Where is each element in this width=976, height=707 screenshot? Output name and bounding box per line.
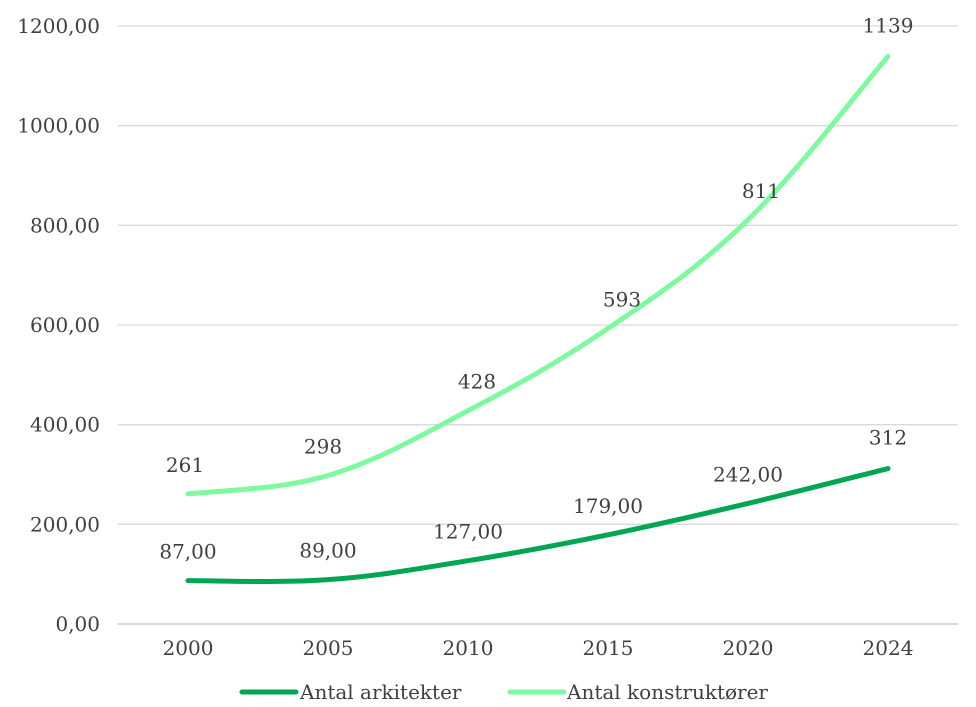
y-tick-label: 1000,00 xyxy=(17,114,100,138)
x-tick-label: 2010 xyxy=(443,636,494,660)
data-label: 312 xyxy=(869,426,907,450)
y-tick-label: 400,00 xyxy=(30,413,100,437)
data-label: 261 xyxy=(166,453,204,477)
x-tick-label: 2000 xyxy=(163,636,214,660)
y-axis-tick-labels: 0,00 200,00 400,00 600,00 800,00 1000,00 1200,… xyxy=(17,14,100,636)
data-label: 298 xyxy=(304,434,342,458)
y-tick-label: 1200,00 xyxy=(17,14,100,38)
data-label: 127,00 xyxy=(433,520,503,544)
x-tick-label: 2015 xyxy=(583,636,634,660)
series-lines xyxy=(185,53,891,584)
data-label: 242,00 xyxy=(713,462,783,486)
data-label: 428 xyxy=(458,370,496,394)
y-tick-label: 600,00 xyxy=(30,313,100,337)
x-tick-label: 2024 xyxy=(863,636,914,660)
data-label: 1139 xyxy=(863,13,914,37)
legend: Antal arkitekter Antal konstruktører xyxy=(239,680,768,704)
data-label: 593 xyxy=(603,287,641,311)
data-label: 811 xyxy=(742,179,780,203)
y-tick-label: 200,00 xyxy=(30,512,100,536)
y-tick-label: 0,00 xyxy=(55,612,100,636)
data-label: 87,00 xyxy=(159,540,216,564)
data-label: 179,00 xyxy=(573,494,643,518)
y-tick-label: 800,00 xyxy=(30,213,100,237)
series-line-2 xyxy=(185,53,891,497)
legend-label: Antal arkitekter xyxy=(299,680,462,704)
legend-item-2: Antal konstruktører xyxy=(507,680,768,704)
x-axis-tick-labels: 2000 2005 2010 2015 2020 2024 xyxy=(163,636,914,660)
gridlines xyxy=(118,25,958,625)
series-line-1 xyxy=(185,466,891,584)
legend-item-1: Antal arkitekter xyxy=(239,680,462,704)
x-tick-label: 2020 xyxy=(723,636,774,660)
legend-label: Antal konstruktører xyxy=(566,680,768,704)
data-label: 89,00 xyxy=(299,539,356,563)
data-labels: 87,00 89,00 127,00 179,00 242,00 312 261 298 428… xyxy=(159,13,913,563)
x-tick-label: 2005 xyxy=(303,636,354,660)
